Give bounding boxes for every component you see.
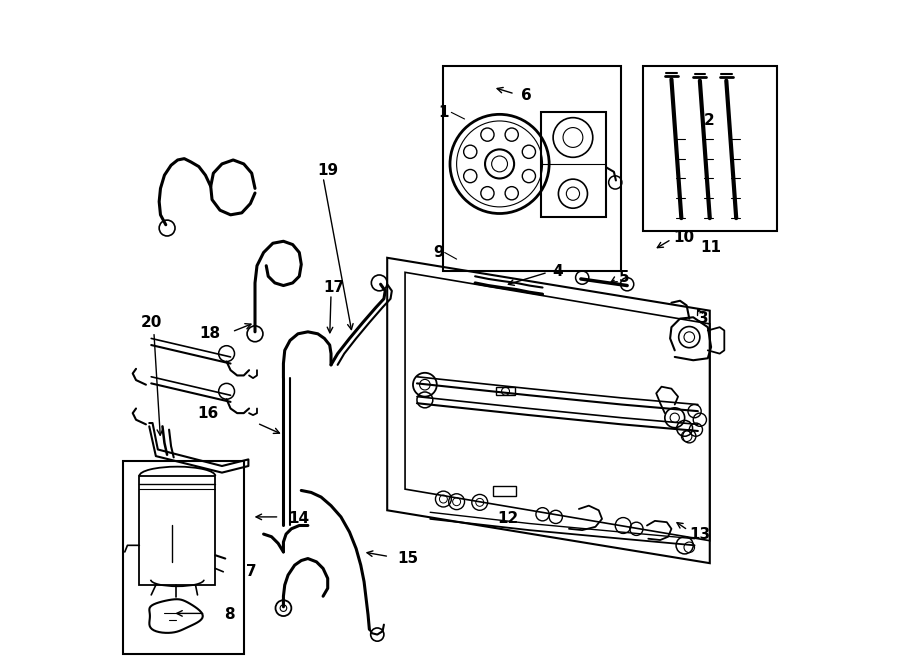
Text: 12: 12 [498,512,518,526]
Text: 19: 19 [318,163,339,178]
Text: 16: 16 [197,406,219,420]
Bar [123,461,244,654]
Text: 4: 4 [553,264,563,278]
Text: 6: 6 [521,89,532,103]
Text: 11: 11 [700,241,721,255]
Text: 1: 1 [438,105,449,120]
Text: 7: 7 [247,564,257,579]
Text: 9: 9 [433,245,444,260]
Text: 20: 20 [140,315,162,330]
Bar [541,112,606,217]
Bar [493,486,516,496]
Text: 13: 13 [689,527,710,541]
Text: 5: 5 [619,270,630,285]
Bar [643,66,777,231]
Text: 3: 3 [698,311,708,326]
Bar [444,66,620,271]
Text: 14: 14 [288,512,310,526]
Text: 15: 15 [397,551,418,566]
Text: 8: 8 [224,607,235,622]
Text: 17: 17 [323,280,344,295]
Bar [496,387,515,395]
Text: 18: 18 [199,327,220,341]
Bar [140,476,215,585]
Text: 2: 2 [704,113,715,128]
Text: 10: 10 [673,231,695,245]
